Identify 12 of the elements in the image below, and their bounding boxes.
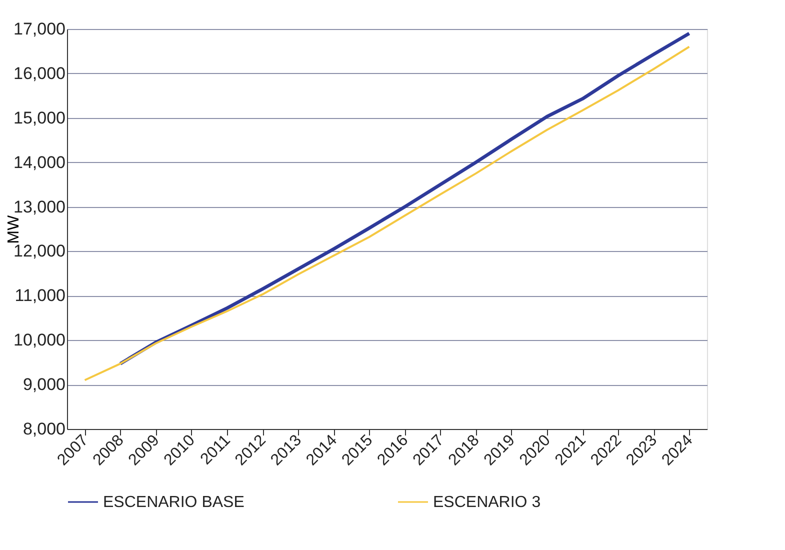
y-tick-label: 10,000 — [14, 330, 66, 350]
y-tick-label: 12,000 — [14, 242, 66, 261]
y-tick-label: 9,000 — [22, 375, 66, 394]
y-tick-label: 14,000 — [14, 152, 66, 172]
y-axis-title: MW — [6, 214, 23, 244]
y-tick-label: 16,000 — [14, 64, 66, 83]
y-tick-label: 11,000 — [14, 286, 66, 306]
y-tick-label: 13,000 — [14, 197, 66, 216]
legend-label: ESCENARIO BASE — [103, 494, 244, 511]
y-tick-label: 15,000 — [14, 108, 66, 128]
y-tick-label: 17,000 — [14, 20, 66, 38]
legend-label: ESCENARIO 3 — [433, 494, 541, 511]
